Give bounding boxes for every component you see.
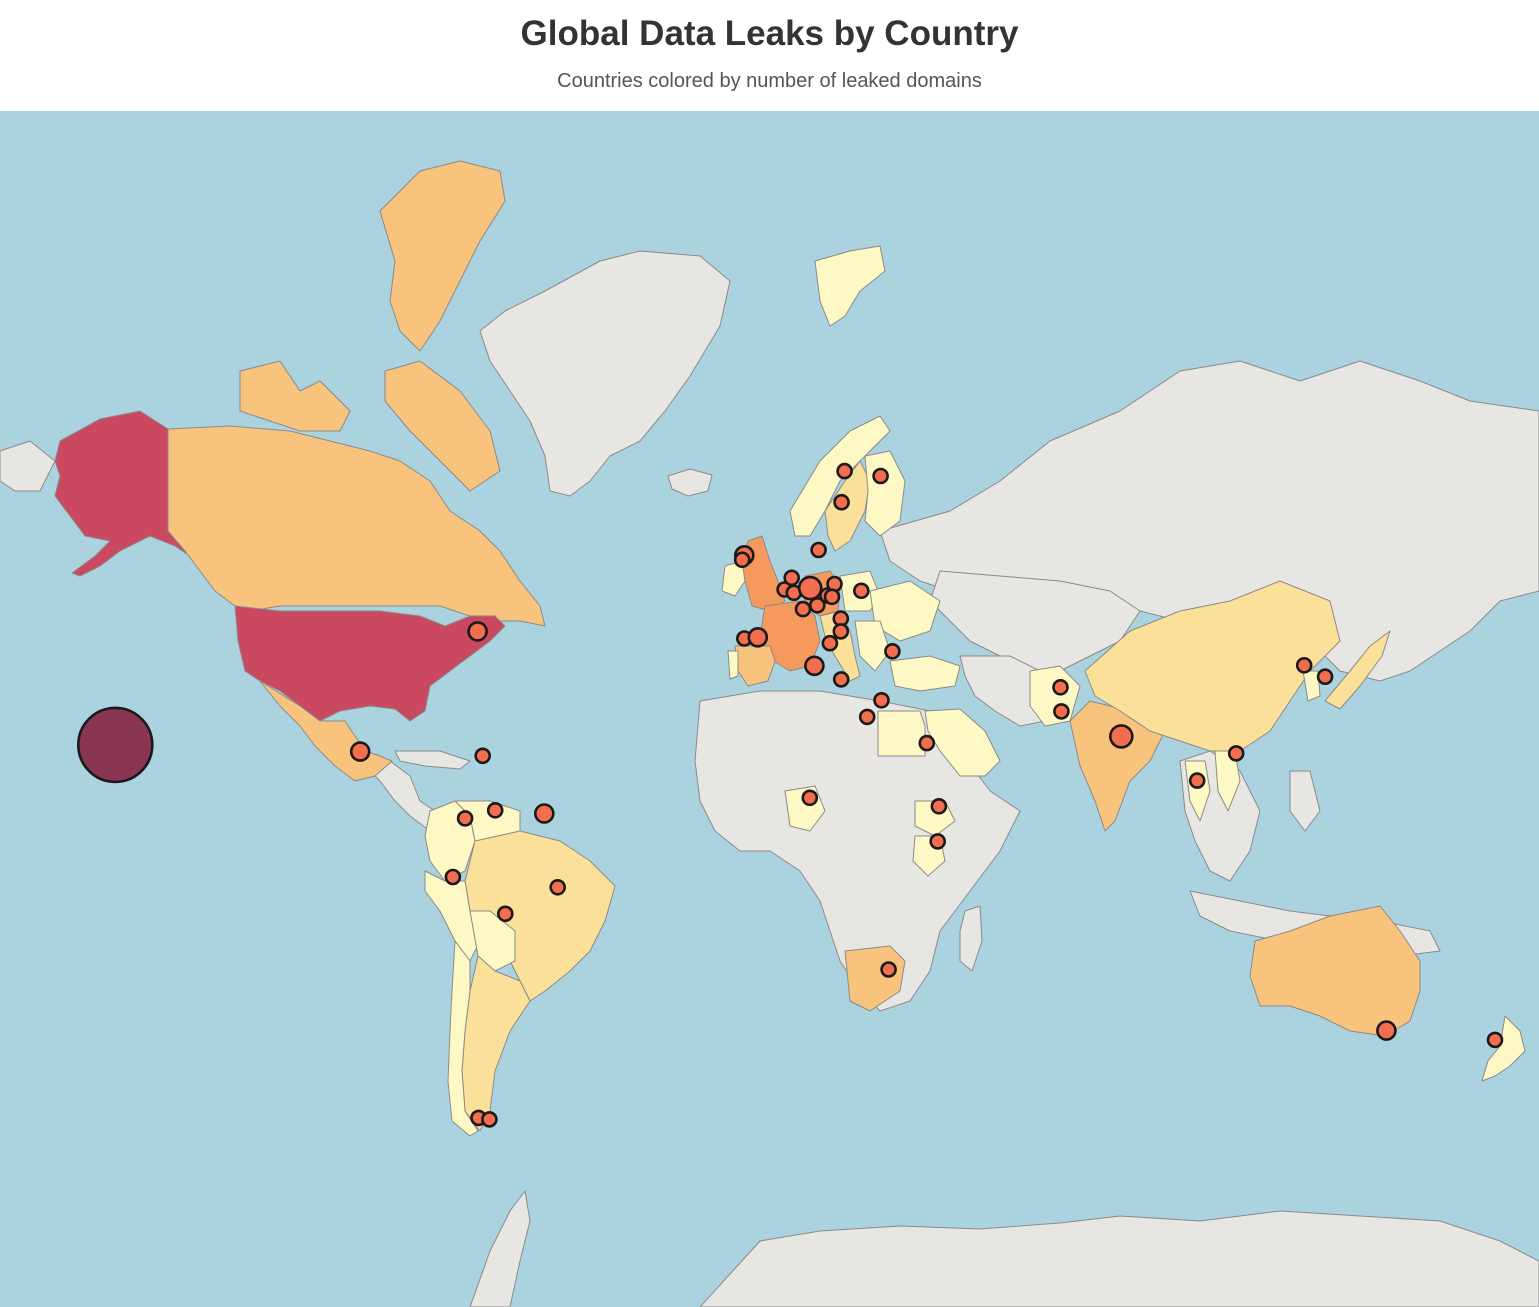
country-china[interactable] <box>1084 580 1341 752</box>
map-viewport[interactable]: Hawaii Boston Mexico City Santo Domingo Bogo… <box>0 111 1539 1307</box>
marker-lima[interactable]: Lima <box>444 868 462 886</box>
marker-mexico-city[interactable]: Mexico City <box>349 741 371 762</box>
world-map[interactable]: Hawaii Boston Mexico City Santo Domingo Bogo… <box>0 111 1539 1307</box>
land-siberia-west-edge <box>0 440 56 492</box>
leak-markers[interactable]: Hawaii Boston Mexico City Santo Domingo Bogo… <box>77 462 1504 1128</box>
basemap-land <box>0 250 1539 1307</box>
country-south-korea[interactable] <box>1302 670 1321 702</box>
marker-budapest[interactable]: Budapest <box>823 588 841 606</box>
marker-helsinki[interactable]: Helsinki <box>872 467 889 485</box>
marker-nairobi[interactable]: Nairobi <box>929 833 947 850</box>
marker-caracas[interactable]: Caracas <box>486 801 504 819</box>
country-canada-baffin[interactable] <box>384 360 501 492</box>
marker-karachi[interactable]: Karachi <box>1053 703 1070 720</box>
marker-madrid[interactable]: Madrid <box>747 626 769 648</box>
marker-lagos[interactable]: Lagos <box>801 789 819 807</box>
country-svalbard[interactable] <box>814 245 886 327</box>
marker-belfast[interactable]: Belfast <box>733 551 751 569</box>
country-chile[interactable] <box>447 940 479 1137</box>
marker-copenhagen[interactable]: Copenhagen <box>810 541 827 559</box>
marker-boston[interactable]: Boston <box>467 621 488 642</box>
land-antarctic-peninsula <box>469 1190 531 1307</box>
marker-rome[interactable]: Rome <box>821 634 839 652</box>
map-header: Global Data Leaks by Country Countries c… <box>0 0 1539 111</box>
country-canada[interactable] <box>167 425 546 627</box>
marker-milan[interactable]: Milan <box>808 596 826 614</box>
marker-hanoi[interactable]: Hanoi <box>1227 745 1245 762</box>
land-antarctica <box>699 1210 1539 1307</box>
land-iceland <box>667 468 713 497</box>
marker-frankfurt[interactable]: Frankfurt <box>797 575 823 601</box>
marker-sofia[interactable]: Sofia <box>832 623 850 640</box>
marker-santo-domingo[interactable]: Santo Domingo <box>474 747 492 765</box>
choropleth-countries <box>54 160 1526 1137</box>
marker-stockholm[interactable]: Stockholm <box>833 493 850 511</box>
marker-delhi[interactable]: Delhi <box>1109 724 1134 749</box>
land-madagascar <box>959 905 983 972</box>
marker-brussels[interactable]: Brussels <box>783 569 801 587</box>
marker-ushuaia[interactable]: Ushuaia <box>481 1111 498 1128</box>
country-australia[interactable] <box>1249 905 1421 1037</box>
marker-jerusalem[interactable]: Jerusalem <box>858 708 876 726</box>
marker-johannesburg[interactable]: Johannesburg <box>880 961 897 978</box>
marker-istanbul[interactable]: Istanbul <box>884 642 901 660</box>
marker-riyadh[interactable]: Riyadh <box>918 734 936 752</box>
land-caribbean <box>394 750 471 770</box>
marker-oslo[interactable]: Oslo <box>836 462 853 480</box>
marker-bolivia[interactable]: Bolivia <box>496 905 514 923</box>
country-canada-arctic-islands[interactable] <box>379 160 506 352</box>
marker-addis-ababa[interactable]: Addis Ababa <box>930 797 948 815</box>
country-japan[interactable] <box>1324 630 1391 710</box>
map-title: Global Data Leaks by Country <box>520 14 1019 53</box>
marker-zurich[interactable]: Zurich <box>794 600 812 618</box>
land-middle-east <box>959 655 1051 727</box>
country-balkans[interactable] <box>854 620 891 672</box>
country-canada-islands-west[interactable] <box>239 360 351 432</box>
land-greenland <box>479 250 731 497</box>
marker-sicily[interactable]: Sicily <box>804 655 825 677</box>
country-turkey[interactable] <box>889 655 961 692</box>
marker-islamabad[interactable]: Islamabad <box>1052 678 1069 696</box>
marker-seoul[interactable]: Seoul <box>1295 656 1313 674</box>
land-central-asia <box>929 570 1141 672</box>
country-new-zealand[interactable] <box>1481 1015 1526 1082</box>
marker-wellington[interactable]: Wellington <box>1486 1031 1504 1049</box>
country-portugal[interactable] <box>727 650 739 680</box>
marker-tokyo[interactable]: Tokyo <box>1316 668 1334 686</box>
country-united-states[interactable] <box>234 605 506 722</box>
marker-bangkok[interactable]: Bangkok <box>1188 772 1206 789</box>
marker-athens[interactable]: Athens <box>832 671 850 688</box>
marker-melbourne[interactable]: Melbourne <box>1376 1020 1397 1041</box>
map-subtitle: Countries colored by number of leaked do… <box>557 70 982 92</box>
marker-paramaribo[interactable]: Paramaribo <box>533 803 555 824</box>
marker-hawaii[interactable]: Hawaii <box>77 706 154 784</box>
marker-brazil[interactable]: Brazil <box>549 878 567 896</box>
marker-kyiv[interactable]: Kyiv <box>852 582 870 600</box>
marker-bogota[interactable]: Bogota <box>456 810 474 827</box>
land-philippines <box>1289 770 1321 832</box>
country-egypt[interactable] <box>877 710 926 757</box>
marker-cairo[interactable]: Cairo <box>873 691 890 709</box>
